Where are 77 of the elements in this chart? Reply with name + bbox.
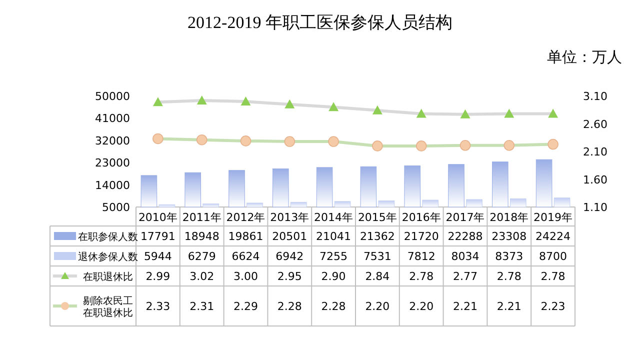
point: [372, 140, 383, 152]
data-label: 2.23: [540, 300, 566, 313]
data-label: 6279: [188, 250, 216, 263]
data-label: 8700: [539, 250, 568, 263]
data-label: 2.84: [365, 270, 390, 283]
data-label: 3.00: [234, 270, 258, 283]
data-label: 21720: [404, 230, 439, 243]
legend-label: 剔除农民工在职退休比: [83, 295, 133, 319]
data-label: 2.31: [190, 300, 214, 313]
point: [460, 140, 471, 151]
y2-tick-label: 2.10: [583, 146, 608, 158]
x-tick-label: 2011年: [182, 211, 222, 224]
data-label: 21041: [316, 230, 352, 243]
point: [240, 136, 252, 146]
x-tick-label: 2017年: [446, 211, 485, 224]
y2-tick-label: 2.60: [583, 118, 608, 131]
data-label: 2.95: [277, 270, 302, 283]
point: [328, 136, 339, 147]
data-label: 2.21: [453, 300, 478, 313]
point: [504, 140, 515, 151]
x-tick-label: 2014年: [314, 211, 354, 224]
y-tick-label: 32000: [95, 134, 130, 148]
data-label: 2.78: [496, 270, 522, 283]
data-label: 2.21: [496, 300, 522, 313]
x-tick-label: 2016年: [402, 211, 441, 224]
y2-tick-label: 1.60: [583, 173, 608, 186]
data-label: 2.90: [321, 270, 346, 283]
data-label: 7812: [407, 250, 436, 263]
data-label: 18948: [184, 230, 220, 243]
data-label: 8034: [451, 250, 480, 263]
y-tick-label: 14000: [95, 178, 130, 192]
y2-tick-label: 3.10: [583, 90, 608, 103]
data-label: 6942: [276, 250, 304, 263]
x-tick-label: 2015年: [358, 211, 397, 224]
data-label: 5944: [144, 250, 172, 263]
data-label: 8373: [495, 250, 524, 263]
point: [416, 140, 427, 152]
y-tick-label: 50000: [95, 90, 130, 103]
y2-tick-label: 1.10: [583, 201, 608, 214]
x-tick-label: 2018年: [490, 211, 529, 224]
data-label: 2.28: [277, 300, 302, 313]
legend-label: 在职参保人数: [78, 231, 138, 243]
data-label: 17791: [140, 230, 176, 243]
data-label: 2.20: [365, 300, 390, 313]
data-label: 7531: [363, 250, 392, 263]
chart-title: 2012-2019 年职工医保参保人员结构: [188, 13, 452, 32]
data-label: 2.78: [409, 270, 434, 283]
point: [284, 136, 296, 147]
data-label: 3.02: [190, 270, 214, 283]
data-label: 2.99: [146, 270, 170, 283]
data-label: 22288: [448, 230, 483, 243]
data-label: 21362: [360, 230, 395, 243]
x-tick-label: 2012年: [226, 211, 266, 224]
legend-label: 退休参保人数: [78, 251, 138, 263]
data-label: 2.20: [409, 300, 434, 313]
data-label: 19861: [228, 230, 264, 243]
data-label: 2.29: [234, 300, 258, 313]
point: [152, 133, 164, 144]
point: [196, 134, 208, 146]
y-tick-label: 23000: [95, 156, 130, 170]
y-tick-label: 41000: [95, 112, 130, 126]
data-label: 2.78: [540, 270, 566, 283]
legend-label: 在职退休比: [83, 271, 133, 283]
data-label: 24224: [536, 230, 571, 243]
point: [548, 138, 558, 150]
x-tick-label: 2010年: [138, 211, 178, 224]
data-label: 23308: [492, 230, 527, 243]
x-tick-label: 2019年: [534, 211, 573, 224]
data-label: 7255: [320, 250, 348, 263]
data-label: 6624: [232, 250, 260, 263]
data-label: 2.77: [453, 270, 478, 283]
data-label: 2.28: [321, 300, 346, 313]
x-tick-label: 2013年: [270, 211, 310, 224]
data-label: 20501: [272, 230, 308, 243]
y-tick-label: 5000: [102, 201, 130, 214]
data-label: 2.33: [146, 300, 170, 313]
text: 单位：万人: [547, 49, 622, 66]
